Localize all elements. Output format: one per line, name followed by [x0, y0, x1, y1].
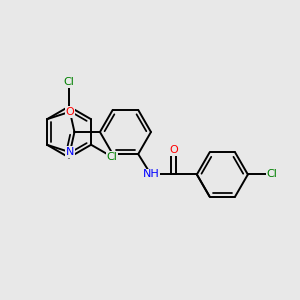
Text: O: O [169, 145, 178, 155]
Text: N: N [66, 147, 74, 157]
Text: Cl: Cl [64, 77, 74, 87]
Text: Cl: Cl [267, 169, 278, 179]
Text: Cl: Cl [106, 152, 118, 162]
Text: NH: NH [142, 169, 159, 179]
Text: O: O [66, 107, 74, 117]
